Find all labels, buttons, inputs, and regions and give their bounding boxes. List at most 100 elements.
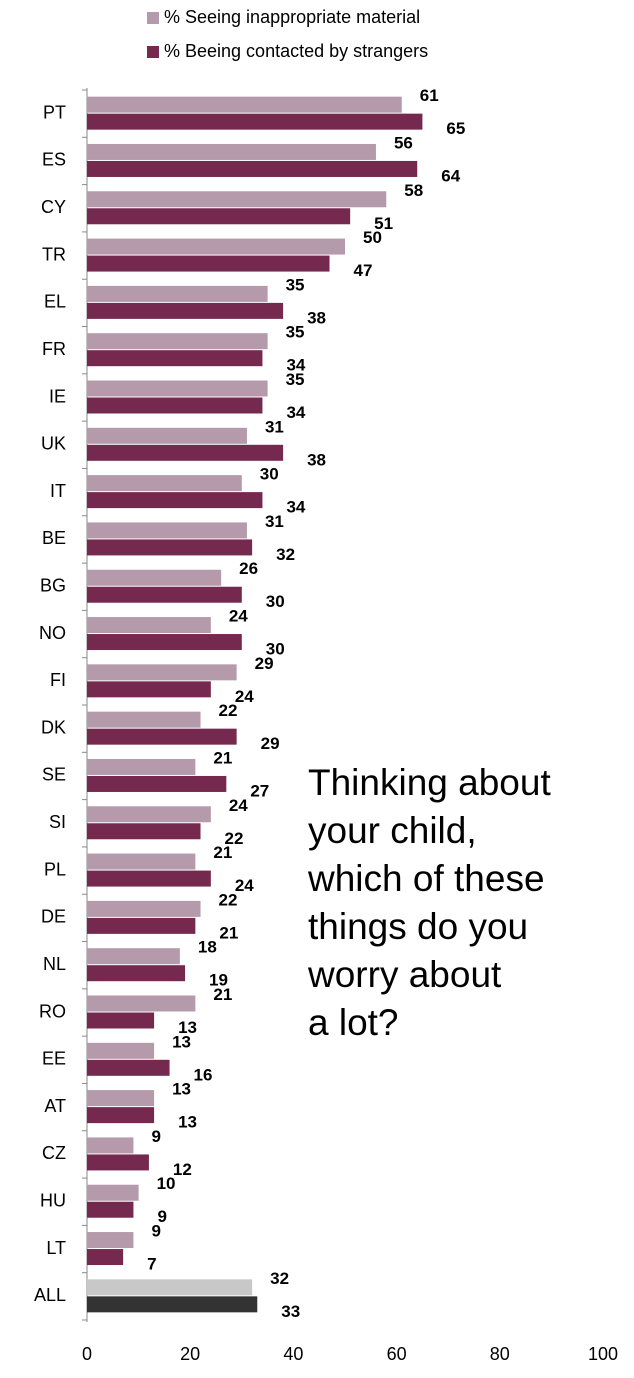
legend-label: % Seeing inappropriate material xyxy=(164,7,420,27)
bar xyxy=(87,1107,155,1124)
value-label: 30 xyxy=(266,592,285,611)
value-label: 38 xyxy=(307,450,326,469)
bar xyxy=(87,380,268,397)
legend-swatch xyxy=(147,46,159,58)
bar xyxy=(87,191,387,208)
y-tick-label: NL xyxy=(43,954,66,974)
value-label: 22 xyxy=(219,701,238,720)
value-label: 7 xyxy=(147,1255,156,1274)
bar xyxy=(87,948,180,965)
bar xyxy=(87,539,253,556)
value-label: 64 xyxy=(441,166,460,185)
x-tick-label: 100 xyxy=(588,1344,618,1364)
y-tick-label: CY xyxy=(41,197,66,217)
annotation: a lot? xyxy=(308,1002,399,1043)
value-label: 51 xyxy=(374,214,393,233)
bar xyxy=(87,350,263,367)
bar xyxy=(87,113,423,130)
bar xyxy=(87,444,284,461)
value-label: 10 xyxy=(157,1174,176,1193)
bar xyxy=(87,143,376,160)
y-tick-label: EE xyxy=(42,1049,66,1069)
bar xyxy=(87,255,330,272)
bar xyxy=(87,586,242,603)
y-tick-label: NO xyxy=(39,623,66,643)
bar xyxy=(87,1154,149,1171)
bar xyxy=(87,664,237,681)
bar xyxy=(87,617,211,634)
value-label: 27 xyxy=(250,781,269,800)
value-label: 31 xyxy=(265,417,284,436)
bar xyxy=(87,758,196,775)
bar xyxy=(87,634,242,651)
bar xyxy=(87,160,418,177)
value-label: 21 xyxy=(213,748,232,767)
value-label: 21 xyxy=(213,843,232,862)
bar xyxy=(87,208,351,225)
value-label: 30 xyxy=(266,640,285,659)
bar xyxy=(87,1059,170,1076)
y-tick-label: EL xyxy=(44,292,66,312)
annotation: things do you xyxy=(308,906,528,947)
y-tick-label: IE xyxy=(49,386,66,406)
value-label: 61 xyxy=(420,86,439,105)
bar xyxy=(87,1137,134,1154)
value-label: 33 xyxy=(281,1302,300,1321)
bar xyxy=(87,853,196,870)
bar xyxy=(87,397,263,414)
bar xyxy=(87,1279,253,1296)
value-label: 13 xyxy=(172,1080,191,1099)
x-tick-label: 80 xyxy=(490,1344,510,1364)
bar xyxy=(87,333,268,350)
value-label: 21 xyxy=(213,985,232,1004)
y-tick-label: ES xyxy=(42,150,66,170)
value-label: 13 xyxy=(172,1032,191,1051)
value-label: 24 xyxy=(229,796,248,815)
value-label: 16 xyxy=(194,1065,213,1084)
bar xyxy=(87,1296,258,1313)
annotation: your child, xyxy=(308,810,477,851)
value-label: 32 xyxy=(276,545,295,564)
value-label: 32 xyxy=(270,1269,289,1288)
bar xyxy=(87,522,247,539)
bar xyxy=(87,302,284,319)
x-tick-label: 60 xyxy=(387,1344,407,1364)
legend-swatch xyxy=(147,12,159,24)
value-label: 35 xyxy=(286,370,305,389)
value-label: 50 xyxy=(363,228,382,247)
bar xyxy=(87,1232,134,1249)
value-label: 13 xyxy=(178,1018,197,1037)
bar xyxy=(87,823,201,840)
bar xyxy=(87,238,345,255)
value-label: 22 xyxy=(225,829,244,848)
bar xyxy=(87,917,196,934)
y-tick-label: IT xyxy=(50,481,66,501)
bar xyxy=(87,1249,124,1266)
y-tick-label: SE xyxy=(42,765,66,785)
value-label: 31 xyxy=(265,512,284,531)
bar xyxy=(87,806,211,823)
bar xyxy=(87,900,201,917)
value-label: 29 xyxy=(261,734,280,753)
value-label: 65 xyxy=(446,119,465,138)
y-tick-label: DE xyxy=(41,907,66,927)
y-tick-label: RO xyxy=(39,1001,66,1021)
value-label: 29 xyxy=(255,654,274,673)
y-tick-label: CZ xyxy=(42,1143,66,1163)
value-label: 35 xyxy=(286,323,305,342)
value-label: 56 xyxy=(394,133,413,152)
value-label: 34 xyxy=(286,498,305,517)
bar xyxy=(87,728,237,745)
value-label: 47 xyxy=(354,261,373,280)
bar xyxy=(87,569,222,586)
y-tick-label: SI xyxy=(49,812,66,832)
y-tick-label: PL xyxy=(44,859,66,879)
value-label: 18 xyxy=(198,938,217,957)
y-tick-label: FI xyxy=(50,670,66,690)
x-tick-label: 20 xyxy=(180,1344,200,1364)
value-label: 22 xyxy=(219,890,238,909)
value-label: 38 xyxy=(307,308,326,327)
y-tick-label: ALL xyxy=(34,1285,66,1305)
value-label: 24 xyxy=(235,876,254,895)
